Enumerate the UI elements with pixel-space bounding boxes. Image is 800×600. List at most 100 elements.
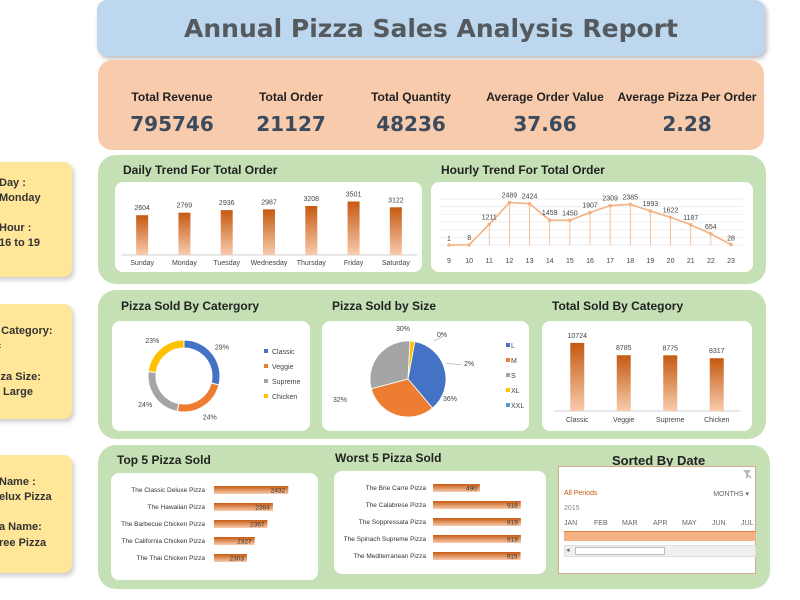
pie-data-label: 0% [437,332,447,339]
hourly-point-19 [648,209,653,213]
hourly-tick-label: 12 [506,258,514,265]
side-label: a Name: [0,521,42,533]
hourly-tick-label: 18 [626,258,634,265]
size-pie-card: 36% L 32% M 30% S 2% XL 0% XXL [322,321,529,431]
category-section: Pizza Sold By Catergory Pizza Sold by Si… [98,290,766,439]
total-category-chart: 10724 Classic 8785 Veggie 8775 Supreme 8317 Chi… [554,333,740,424]
side-value: 16 to 19 [0,237,40,249]
hourly-point-16 [588,210,592,215]
bar-category-label: The Classic Deluxe Pizza [131,487,205,494]
side-label: Name : [0,476,36,488]
bar-category-label: The Thai Chicken Pizza [136,555,205,562]
hourly-data-label: 1 [447,236,451,243]
daily-bar-thursday [305,205,318,255]
kpi-label: Total Revenue [131,90,213,104]
hourly-data-label: 1622 [663,207,679,214]
date-timeline-slicer[interactable]: All Periods MONTHS ▾ 2015 JAN FEB MAR AP… [558,466,756,574]
daily-bar-friday [347,201,360,255]
daily-bar-tuesday [220,210,233,255]
period-selection-bar[interactable] [564,531,756,541]
top5-chart: The Classic Deluxe Pizza 2432 The Hawaiian… [121,486,289,563]
hourly-point-15 [568,218,572,223]
category-tick-label: Classic [566,417,589,424]
kpi-total-revenue: Total Revenue 795746 [112,60,232,150]
hourly-data-label: 654 [705,224,717,231]
pie-slice-xl [407,340,416,380]
kpi-label: Average Pizza Per Order [617,90,757,104]
hourly-tick-label: 14 [546,258,554,265]
bar-data-label: 2327 [237,539,252,546]
daily-trend-title: Daily Trend For Total Order [123,163,278,177]
side-value: Monday [0,192,41,204]
legend-label: Classic [272,349,295,356]
category-data-label: 10724 [568,333,588,340]
legend-marker [264,379,268,383]
pie-slice-s [369,340,411,390]
pie-data-label: 30% [396,326,410,333]
pie-slice-l [407,341,447,409]
hourly-tick-label: 23 [727,258,735,265]
hourly-data-label: 28 [727,236,735,243]
kpi-value: 21127 [256,112,326,136]
scroll-left-icon[interactable]: ◂ [566,547,570,554]
category-tick-label: Veggie [613,417,635,424]
side-panel-day-hour: Day : Monday Hour : 16 to 19 [0,162,72,277]
bar-category-label: The Brie Carre Pizza [366,485,427,492]
category-bar-supreme [663,355,678,411]
hourly-data-label: 1459 [542,210,558,217]
hourly-tick-label: 20 [667,258,675,265]
months-level-dropdown[interactable]: MONTHS ▾ [713,490,749,498]
side-value: ic [0,340,1,352]
legend-marker [506,358,510,362]
hbar-1 [433,484,480,492]
leader-line [445,362,463,366]
bar-data-label: 919 [507,520,518,527]
legend-marker [264,364,268,368]
pie-data-label: 32% [333,397,347,404]
legend-label: L [511,343,515,350]
worst5-card: The Brie Carre Pizza 490 The Calabrese Piz… [334,471,546,574]
daily-tick-label: Monday [172,260,197,267]
report-title: Annual Pizza Sales Analysis Report [184,13,678,43]
hourly-point-12 [507,200,512,205]
hourly-tick-label: 13 [526,258,534,265]
timeline-scrollbar[interactable]: ◂ [564,545,756,557]
month-label-mar: MAR [622,520,638,527]
legend-marker [506,343,510,347]
daily-trend-chart: 2604 Sunday 2769 Monday 2936 Tuesday 2987 Wedne… [121,192,417,267]
hourly-tick-label: 21 [687,258,695,265]
category-donut-card: 29% Classic 24% Veggie 24% Supreme 23% Chicken [112,321,310,431]
daily-data-label: 2604 [134,205,150,212]
legend-marker [264,349,268,353]
bar-category-label: The Calabrese Pizza [366,502,427,509]
kpi-label: Total Quantity [371,90,451,104]
hourly-data-label: 1907 [582,203,598,210]
clear-filter-icon[interactable] [742,469,752,479]
total-category-card: 10724 Classic 8785 Veggie 8775 Supreme 8317 Chi… [542,321,752,431]
hourly-data-label: 1187 [683,215,698,222]
legend-label: Chicken [272,394,297,401]
kpi-panel: Total Revenue 795746 Total Order 21127 T… [98,60,764,150]
legend-marker [264,394,268,398]
pie-data-label: 2% [464,361,474,368]
month-label-apr: APR [653,520,668,527]
side-panel-category-size: a Category: ic izza Size: & Large [0,304,72,419]
bar-category-label: The Barbecue Chicken Pizza [121,521,205,528]
hourly-data-label: 2424 [522,194,538,201]
bar-data-label: 2367 [250,522,265,529]
side-label: a Category: [0,325,53,337]
timeline-scroll-thumb[interactable] [575,547,665,555]
daily-tick-label: Tuesday [213,260,240,267]
hourly-point-18 [628,202,633,207]
bar-data-label: 2384 [255,505,270,512]
donut-data-label: 24% [203,415,217,422]
hourly-tick-label: 11 [486,258,493,265]
legend-label: XXL [511,403,524,410]
side-panel-pizza-name: Name : elux Pizza a Name: ree Pizza [0,455,72,573]
chevron-down-icon: ▾ [745,491,749,498]
hourly-point-11 [487,222,492,227]
bar-category-label: The Hawaiian Pizza [148,504,206,511]
hourly-point-20 [668,215,673,220]
trend-section: Daily Trend For Total Order Hourly Trend… [98,155,766,284]
months-level-label: MONTHS [713,491,744,498]
